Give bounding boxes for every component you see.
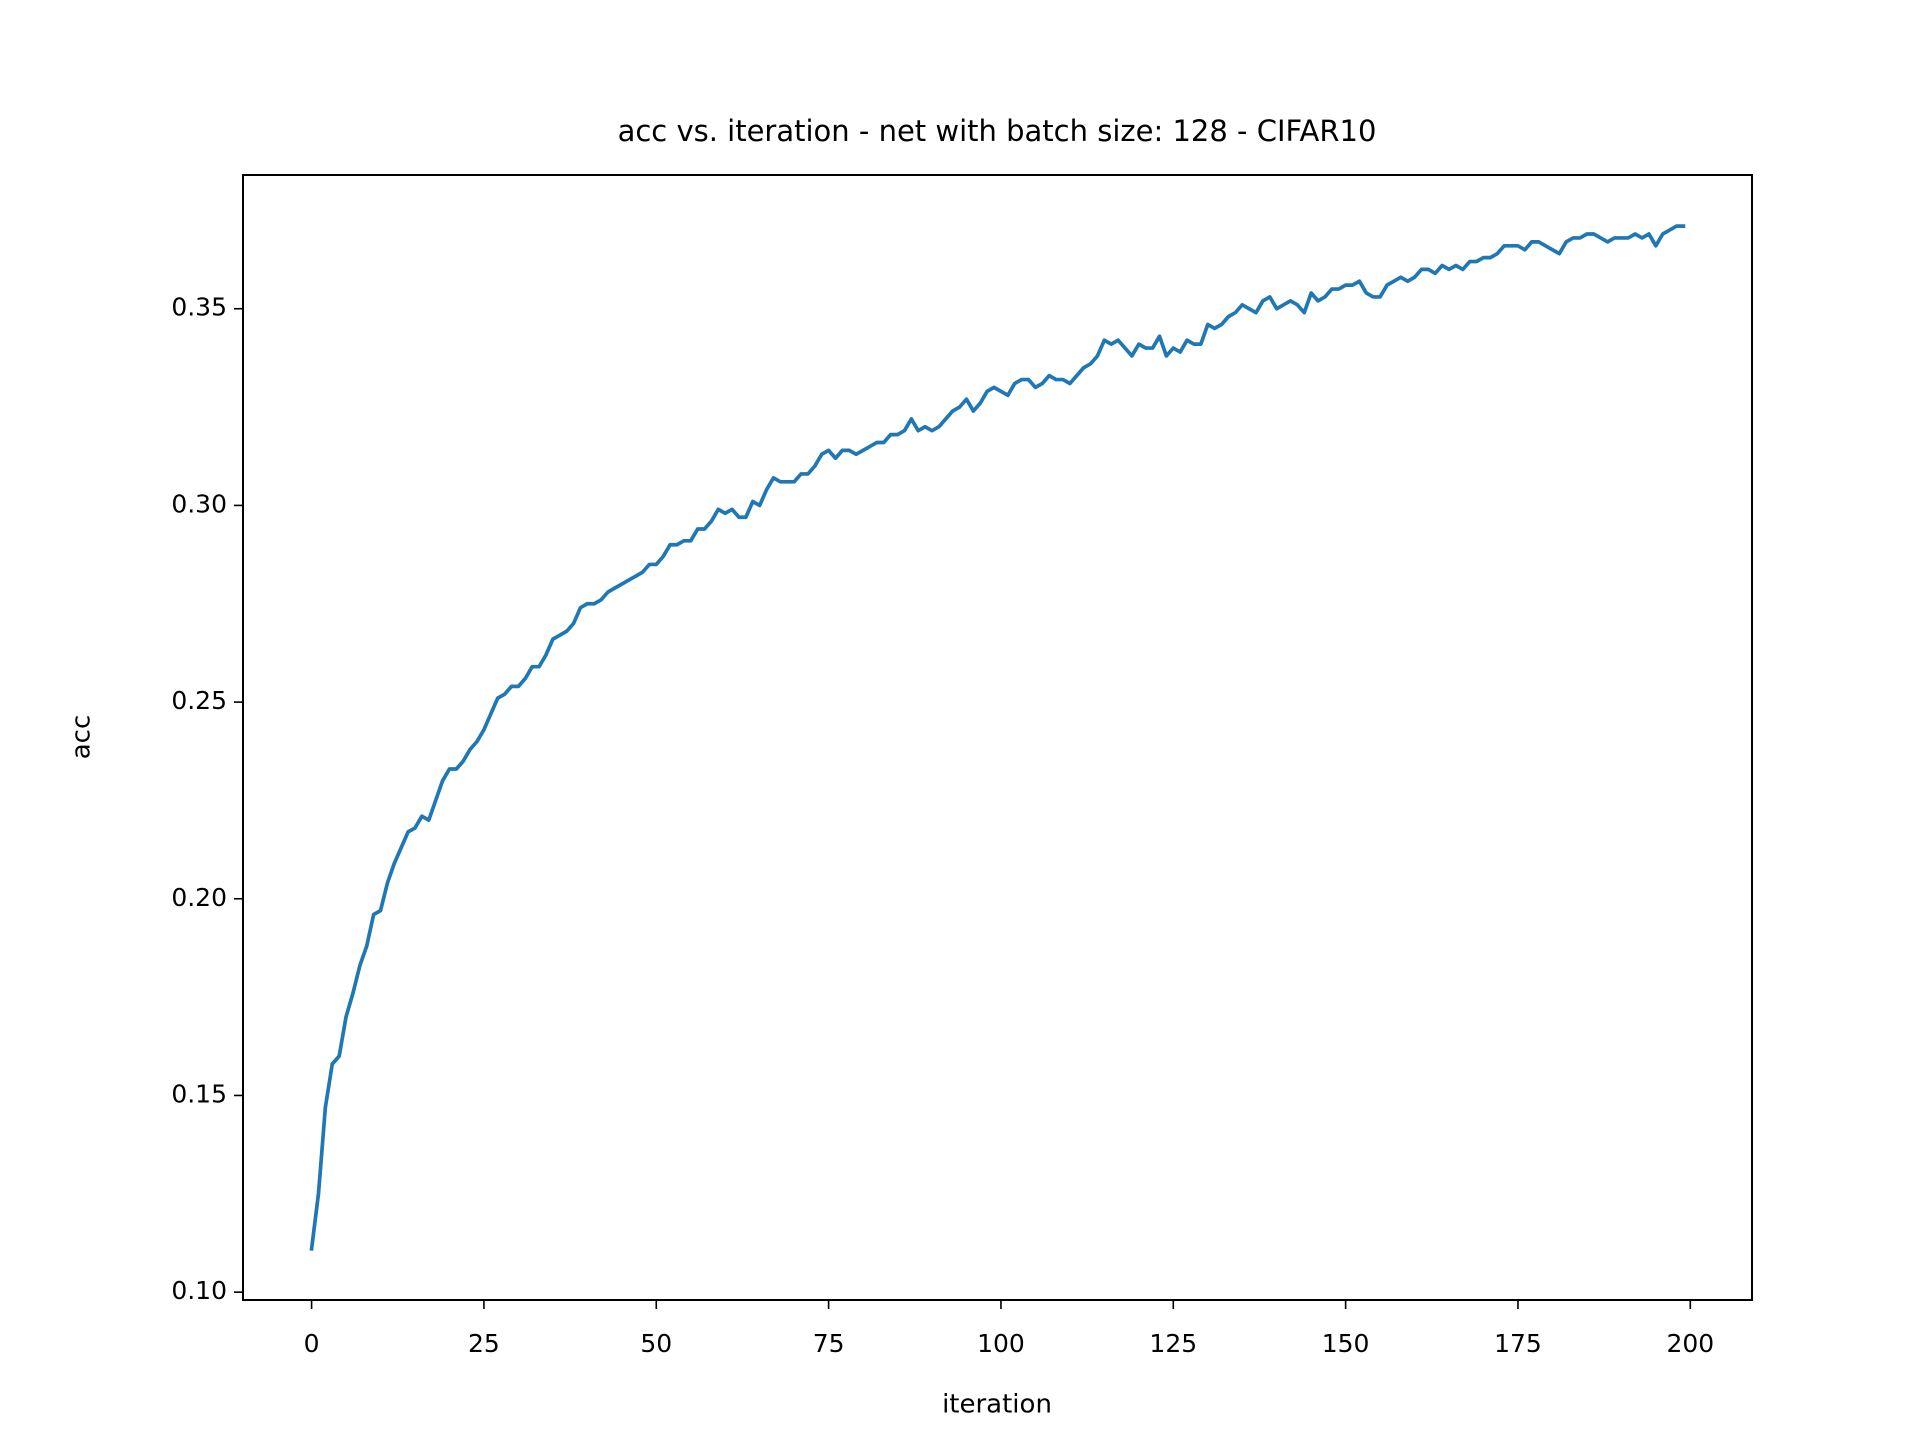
x-tick-label: 50 bbox=[640, 1329, 672, 1358]
plot-frame bbox=[242, 174, 1753, 1301]
y-tick-label: 0.10 bbox=[171, 1276, 227, 1305]
x-tick-label: 0 bbox=[304, 1329, 320, 1358]
data-line bbox=[309, 224, 1686, 1251]
x-axis-label: iteration bbox=[942, 1390, 1052, 1420]
x-tick-label: 25 bbox=[468, 1329, 500, 1358]
x-tick-label: 150 bbox=[1322, 1329, 1370, 1358]
x-tick-label: 100 bbox=[977, 1329, 1025, 1358]
y-tick-label: 0.15 bbox=[171, 1079, 227, 1108]
y-tick-label: 0.35 bbox=[171, 293, 227, 322]
y-tick-label: 0.20 bbox=[171, 883, 227, 912]
y-axis-label: acc bbox=[67, 715, 97, 760]
y-tick-label: 0.30 bbox=[171, 489, 227, 518]
x-tick-label: 125 bbox=[1149, 1329, 1197, 1358]
y-tick-label: 0.25 bbox=[171, 686, 227, 715]
x-tick-label: 75 bbox=[813, 1329, 845, 1358]
chart-title: acc vs. iteration - net with batch size:… bbox=[618, 114, 1377, 148]
x-tick-label: 200 bbox=[1666, 1329, 1714, 1358]
x-tick-label: 175 bbox=[1494, 1329, 1542, 1358]
